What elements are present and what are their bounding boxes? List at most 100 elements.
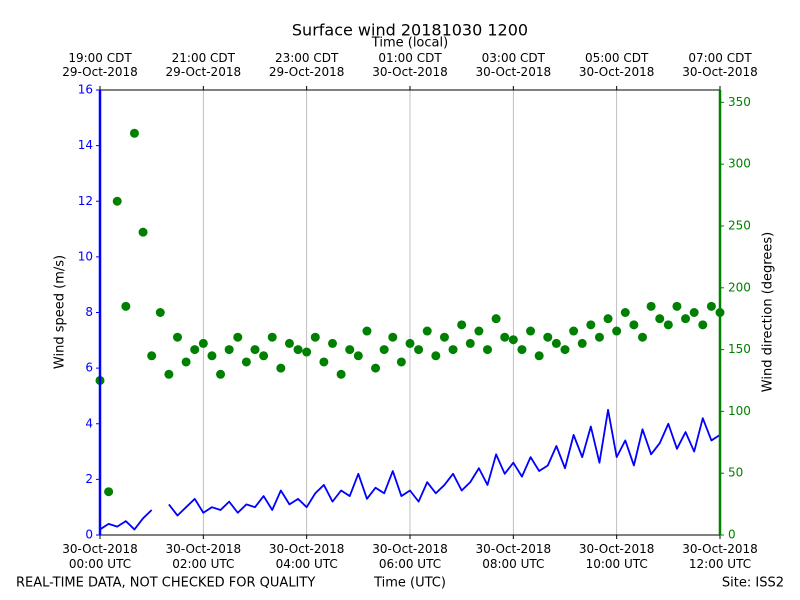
direction-point [543,332,553,342]
x-tick-label-line: 00:00 UTC [69,557,131,571]
direction-point [534,351,544,361]
site-label: Site: ISS2 [722,576,784,591]
direction-point [198,338,208,348]
x-tick-label-line: 02:00 UTC [172,557,234,571]
y2-tick-label: 250 [728,218,751,232]
x-tick-label-line: 30-Oct-2018 [372,542,448,556]
x2-tick-label-line: 29-Oct-2018 [62,65,138,79]
direction-point [655,314,665,324]
direction-point [672,301,682,311]
direction-point [457,320,467,330]
direction-point [362,326,372,336]
direction-point [551,338,561,348]
direction-point [629,320,639,330]
direction-point [698,320,708,330]
x-tick-label-line: 10:00 UTC [586,557,648,571]
direction-point [371,363,381,373]
x-tick-label: 30-Oct-2018 02:00 UTC [166,542,242,571]
x-tick-label: 30-Oct-2018 12:00 UTC [682,542,758,571]
x-tick-label: 30-Oct-2018 06:00 UTC [372,542,448,571]
direction-point [250,345,260,355]
direction-point [379,345,389,355]
y-tick-label: 0 [85,528,93,542]
chart-title: Surface wind 20181030 1200 [292,21,528,40]
direction-point [560,345,570,355]
direction-point [216,369,226,379]
direction-point [577,338,587,348]
x-tick-label: 30-Oct-2018 04:00 UTC [269,542,345,571]
x2-tick-label: 07:00 CDT 30-Oct-2018 [682,51,758,79]
direction-point [569,326,579,336]
y2-tick-label: 200 [728,280,751,294]
direction-point [353,351,363,361]
direction-point [328,338,337,348]
y-tick-label: 16 [78,83,93,97]
direction-point [207,351,217,361]
x-tick-label: 30-Oct-2018 00:00 UTC [62,542,138,571]
y2-tick-label: 300 [728,157,751,171]
x-tick-label-line: 30-Oct-2018 [682,542,758,556]
x2-tick-label: 01:00 CDT 30-Oct-2018 [372,51,448,79]
x2-tick-label-line: 30-Oct-2018 [476,65,552,79]
x-tick-label-line: 08:00 UTC [482,557,544,571]
direction-point [129,128,139,138]
direction-point [405,338,415,348]
x-tick-label: 30-Oct-2018 08:00 UTC [476,542,552,571]
x2-tick-label-line: 03:00 CDT [482,51,546,65]
direction-point [336,369,346,379]
direction-point [706,301,716,311]
direction-point [302,347,312,357]
direction-point [147,351,157,361]
y-tick-label: 6 [85,361,93,375]
x2-tick-label-line: 29-Oct-2018 [269,65,345,79]
direction-point [241,357,251,367]
x-tick-label: 30-Oct-2018 10:00 UTC [579,542,655,571]
x-tick-label-line: 30-Oct-2018 [269,542,345,556]
direction-point [603,314,613,324]
x2-tick-label-line: 01:00 CDT [378,51,442,65]
y2-tick-label: 0 [728,528,736,542]
y2-tick-label: 50 [728,466,743,480]
direction-point [594,332,604,342]
direction-point [612,326,622,336]
direction-point [422,326,432,336]
y2-axis-title: Wind direction (degrees) [761,232,776,392]
direction-point [233,332,243,342]
direction-point [431,351,441,361]
direction-point [689,308,699,317]
direction-point [414,345,424,355]
x-tick-label-line: 12:00 UTC [689,557,751,571]
direction-point [620,308,630,317]
x-tick-label-line: 30-Oct-2018 [166,542,242,556]
x2-tick-label-line: 19:00 CDT [68,51,132,65]
x2-tick-label-line: 21:00 CDT [172,51,236,65]
direction-point [173,332,182,342]
direction-point [345,345,355,355]
direction-point [310,332,320,342]
y-tick-label: 8 [85,305,93,319]
x-axis-title: Time (UTC) [373,576,446,591]
x-tick-label-line: 30-Oct-2018 [476,542,552,556]
y-tick-label: 12 [78,194,93,208]
direction-point [681,314,691,324]
x2-tick-label: 21:00 CDT 29-Oct-2018 [166,51,242,79]
direction-point [646,301,656,311]
y2-tick-label: 350 [728,95,751,109]
direction-point [104,487,114,497]
direction-point [181,357,191,367]
x-tick-label-line: 06:00 UTC [379,557,441,571]
x2-tick-label: 03:00 CDT 30-Oct-2018 [476,51,552,79]
x2-axis-title: Time (local) [371,36,448,51]
direction-point [439,332,449,342]
direction-point [526,326,536,336]
direction-point [155,308,165,317]
x2-tick-label-line: 23:00 CDT [275,51,339,65]
direction-point [121,301,131,311]
x2-tick-label-line: 07:00 CDT [688,51,752,65]
direction-point [190,345,200,355]
x-tick-label-line: 04:00 UTC [276,557,338,571]
speed-line [99,408,721,531]
direction-point [112,196,122,206]
direction-point [586,320,596,330]
